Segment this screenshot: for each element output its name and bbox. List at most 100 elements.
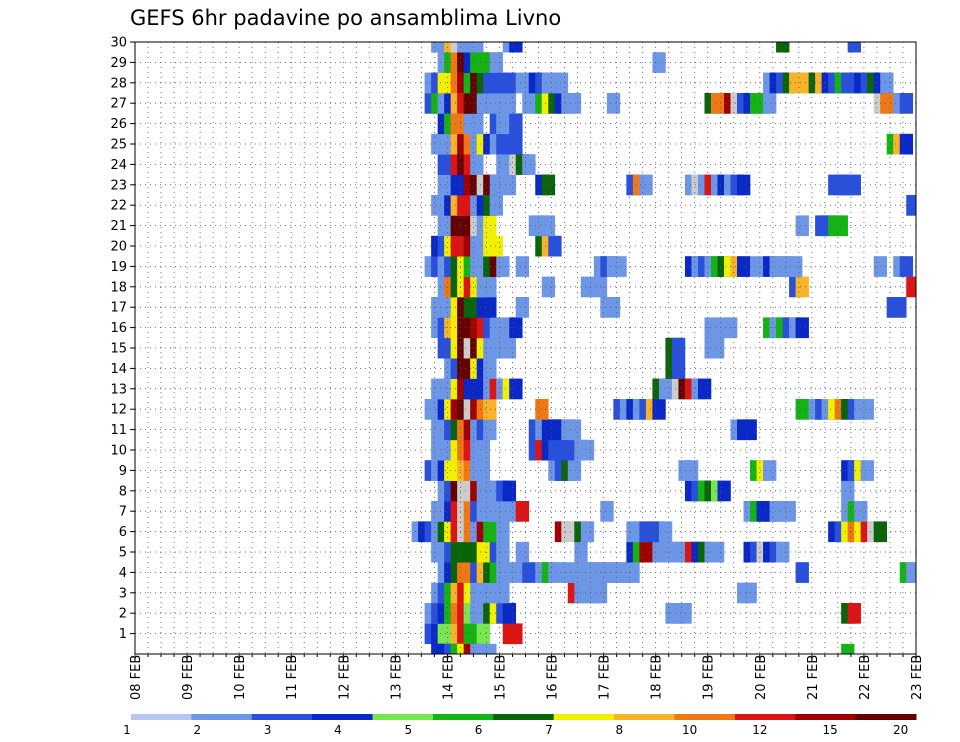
y-tick-label: 16: [110, 321, 127, 336]
colorbar-segment: [191, 714, 253, 720]
heatmap-cell: [496, 256, 510, 277]
heatmap-cell: [431, 297, 445, 318]
colorbar-segment: [372, 714, 434, 720]
heatmap-cell: [548, 235, 562, 257]
heatmap-cell: [424, 399, 438, 420]
colorbar-label: 1: [123, 723, 131, 737]
heatmap-cell: [489, 174, 504, 196]
heatmap-cell: [795, 276, 809, 298]
heatmap-cell: [476, 623, 491, 645]
colorbar-segment: [493, 714, 555, 720]
heatmap-cell: [671, 358, 686, 379]
heatmap-cell: [496, 501, 510, 522]
heatmap-cell: [860, 399, 874, 420]
heatmap-cell: [541, 215, 556, 237]
heatmap-cell: [476, 439, 491, 461]
heatmap-cell: [502, 337, 517, 359]
colorbar-segment: [553, 714, 615, 720]
heatmap-cell: [515, 541, 530, 563]
heatmap-cell: [496, 541, 510, 563]
y-tick-label: 27: [110, 97, 127, 112]
heatmap-cell: [671, 337, 686, 359]
heatmap-cell: [899, 133, 914, 155]
heatmap-cell: [652, 399, 666, 420]
x-tick-label: 19 FEB: [702, 655, 717, 700]
heatmap-cell: [489, 317, 504, 339]
heatmap-cell: [496, 154, 510, 175]
colorbar-segment: [251, 714, 313, 720]
heatmap-cell: [606, 93, 621, 114]
heatmap-cell: [470, 42, 484, 53]
heatmap-cell: [847, 42, 861, 53]
y-tick-label: 10: [110, 444, 127, 459]
colorbar-segment: [131, 714, 192, 720]
heatmap-cell: [717, 480, 731, 502]
x-tick-label: 17 FEB: [598, 655, 613, 700]
heatmap-cell: [535, 399, 549, 420]
x-tick-label: 11 FEB: [285, 655, 300, 700]
x-tick-label: 10 FEB: [233, 655, 248, 700]
x-tick-label: 22 FEB: [858, 655, 873, 700]
colorbar-label: 5: [404, 723, 412, 737]
heatmap-cell: [489, 235, 504, 257]
colorbar-label: 12: [752, 723, 767, 737]
colorbar-label: 6: [475, 723, 483, 737]
y-tick-label: 20: [110, 240, 127, 255]
heatmap-cell: [502, 174, 517, 196]
colorbar-segment: [614, 714, 675, 720]
heatmap-cell: [795, 562, 809, 583]
heatmap-cell: [483, 643, 497, 655]
y-tick-label: 9: [119, 464, 127, 479]
heatmap-cell: [476, 460, 491, 481]
heatmap-cell: [496, 113, 510, 135]
heatmap-cell: [489, 52, 504, 73]
y-tick-label: 5: [119, 546, 127, 561]
heatmap-cell: [476, 541, 491, 563]
y-tick-label: 8: [119, 484, 127, 499]
colorbar-segment: [432, 714, 494, 720]
x-axis: 08 FEB 09 FEB 10 FEB 11 FEB 12 FEB 13 FEB 14 F…: [129, 654, 925, 700]
y-tick-label: 23: [110, 178, 127, 193]
y-tick-label: 15: [110, 342, 127, 357]
y-tick-label: 6: [119, 525, 127, 540]
x-tick-label: 18 FEB: [650, 655, 665, 700]
colorbar-segment: [734, 714, 796, 720]
x-tick-label: 13 FEB: [389, 655, 404, 700]
chart-title: GEFS 6hr padavine po ansamblima Livno: [130, 6, 561, 30]
y-tick-label: 14: [110, 362, 127, 377]
heatmap-cell: [841, 643, 855, 655]
x-tick-label: 09 FEB: [181, 655, 196, 700]
colorbar-segment: [795, 714, 857, 720]
x-tick-label: 20 FEB: [754, 655, 769, 700]
colorbar-label: 7: [545, 723, 553, 737]
heatmap-cell: [567, 93, 582, 114]
heatmap-cell: [763, 460, 777, 481]
y-tick-label: 22: [110, 199, 127, 214]
x-tick-label: 08 FEB: [129, 655, 144, 700]
y-tick-label: 17: [110, 301, 127, 316]
colorbar: 1 2 3 4 5 6 7 8 10 12 15 20: [123, 714, 917, 737]
x-tick-label: 14 FEB: [441, 655, 456, 700]
heatmap-cell: [652, 52, 666, 73]
heatmap-cell: [502, 72, 517, 94]
heatmap-cell: [509, 42, 523, 53]
heatmap-cell: [470, 256, 484, 277]
heatmap-cell: [567, 419, 582, 441]
heatmap-cell: [580, 276, 595, 298]
heatmap-cell: [710, 337, 725, 359]
heatmap-cell: [515, 297, 530, 318]
colorbar-label: 4: [334, 723, 342, 737]
heatmap-cell: [476, 480, 491, 502]
colorbar-label: 10: [682, 723, 697, 737]
heatmap-cell: [470, 582, 484, 604]
colorbar-segment: [855, 714, 917, 720]
colorbar-label: 2: [193, 723, 201, 737]
heatmap-cell: [847, 174, 861, 196]
y-tick-label: 26: [110, 117, 127, 132]
heatmap-cell: [626, 562, 640, 583]
heatmap-cell: [899, 256, 914, 277]
y-tick-label: 2: [119, 607, 127, 622]
heatmap-cell: [483, 399, 497, 420]
x-tick-label: 12 FEB: [337, 655, 352, 700]
heatmap-cell: [795, 215, 809, 237]
